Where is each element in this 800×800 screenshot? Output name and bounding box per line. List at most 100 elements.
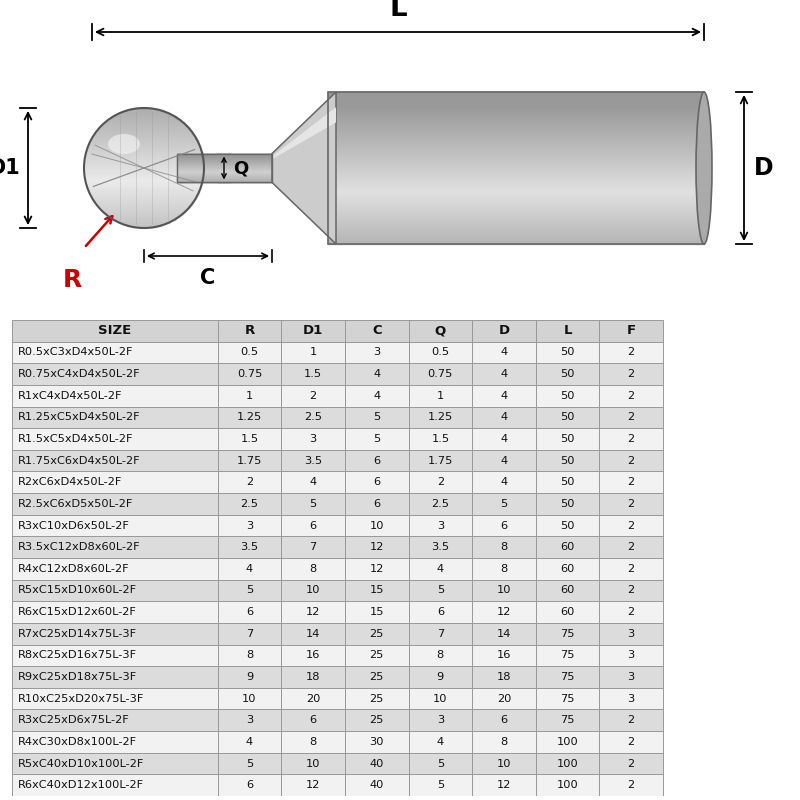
Text: 5: 5: [373, 412, 380, 422]
Text: 25: 25: [370, 629, 384, 638]
Text: 25: 25: [370, 650, 384, 660]
Text: R7xC25xD14x75L-3F: R7xC25xD14x75L-3F: [18, 629, 138, 638]
FancyBboxPatch shape: [599, 493, 663, 514]
Text: 40: 40: [370, 780, 384, 790]
Text: 25: 25: [370, 694, 384, 704]
FancyBboxPatch shape: [282, 623, 345, 645]
Text: R4xC30xD8x100L-2F: R4xC30xD8x100L-2F: [18, 737, 138, 747]
FancyBboxPatch shape: [472, 580, 536, 602]
FancyBboxPatch shape: [536, 363, 599, 385]
Text: 1.5: 1.5: [431, 434, 450, 444]
Text: 4: 4: [246, 564, 253, 574]
Text: 10: 10: [306, 586, 320, 595]
Text: 2: 2: [628, 564, 635, 574]
FancyBboxPatch shape: [599, 320, 663, 342]
FancyBboxPatch shape: [536, 558, 599, 580]
FancyBboxPatch shape: [536, 623, 599, 645]
Text: 3: 3: [310, 434, 317, 444]
Text: 50: 50: [560, 347, 575, 358]
FancyBboxPatch shape: [599, 753, 663, 774]
FancyBboxPatch shape: [218, 580, 282, 602]
Text: 2: 2: [628, 434, 635, 444]
Text: 6: 6: [501, 715, 507, 726]
Text: R2.5xC6xD5x50L-2F: R2.5xC6xD5x50L-2F: [18, 499, 134, 509]
Text: R10xC25xD20x75L-3F: R10xC25xD20x75L-3F: [18, 694, 145, 704]
Text: 60: 60: [561, 607, 575, 617]
FancyBboxPatch shape: [345, 450, 409, 471]
Text: 8: 8: [500, 564, 508, 574]
Text: 8: 8: [310, 737, 317, 747]
FancyBboxPatch shape: [599, 623, 663, 645]
FancyBboxPatch shape: [345, 385, 409, 406]
FancyBboxPatch shape: [12, 385, 218, 406]
FancyBboxPatch shape: [282, 666, 345, 688]
FancyBboxPatch shape: [409, 342, 472, 363]
Bar: [177, 154, 272, 182]
FancyBboxPatch shape: [12, 363, 218, 385]
Text: R: R: [62, 268, 82, 292]
Text: R1.25xC5xD4x50L-2F: R1.25xC5xD4x50L-2F: [18, 412, 141, 422]
Text: R4xC12xD8x60L-2F: R4xC12xD8x60L-2F: [18, 564, 130, 574]
FancyBboxPatch shape: [12, 514, 218, 536]
Text: R3xC25xD6x75L-2F: R3xC25xD6x75L-2F: [18, 715, 130, 726]
FancyBboxPatch shape: [282, 428, 345, 450]
FancyBboxPatch shape: [218, 666, 282, 688]
Text: 4: 4: [310, 478, 317, 487]
FancyBboxPatch shape: [12, 753, 218, 774]
Polygon shape: [272, 107, 336, 159]
FancyBboxPatch shape: [472, 536, 536, 558]
Text: 6: 6: [373, 478, 380, 487]
FancyBboxPatch shape: [536, 493, 599, 514]
Text: 2: 2: [628, 412, 635, 422]
FancyBboxPatch shape: [599, 450, 663, 471]
FancyBboxPatch shape: [472, 774, 536, 796]
Text: C: C: [200, 268, 216, 288]
Text: 4: 4: [246, 737, 253, 747]
FancyBboxPatch shape: [472, 320, 536, 342]
FancyBboxPatch shape: [218, 342, 282, 363]
FancyBboxPatch shape: [409, 385, 472, 406]
Text: R3.5xC12xD8x60L-2F: R3.5xC12xD8x60L-2F: [18, 542, 141, 552]
Text: 25: 25: [370, 715, 384, 726]
FancyBboxPatch shape: [536, 450, 599, 471]
FancyBboxPatch shape: [282, 602, 345, 623]
Text: 75: 75: [560, 672, 575, 682]
FancyBboxPatch shape: [409, 471, 472, 493]
FancyBboxPatch shape: [218, 514, 282, 536]
FancyBboxPatch shape: [599, 363, 663, 385]
FancyBboxPatch shape: [218, 602, 282, 623]
Text: C: C: [372, 324, 382, 338]
Text: 50: 50: [560, 412, 575, 422]
FancyBboxPatch shape: [472, 645, 536, 666]
FancyBboxPatch shape: [472, 688, 536, 710]
Text: 3: 3: [437, 715, 444, 726]
Text: 5: 5: [373, 434, 380, 444]
Text: 12: 12: [306, 780, 320, 790]
Text: 50: 50: [560, 390, 575, 401]
Text: 30: 30: [370, 737, 384, 747]
Text: 3: 3: [437, 521, 444, 530]
FancyBboxPatch shape: [472, 666, 536, 688]
Text: R1xC4xD4x50L-2F: R1xC4xD4x50L-2F: [18, 390, 122, 401]
Text: D: D: [754, 156, 774, 180]
FancyBboxPatch shape: [282, 320, 345, 342]
FancyBboxPatch shape: [409, 514, 472, 536]
Text: Q: Q: [234, 159, 249, 177]
Text: 50: 50: [560, 499, 575, 509]
FancyBboxPatch shape: [12, 774, 218, 796]
Text: 10: 10: [497, 586, 511, 595]
FancyBboxPatch shape: [599, 406, 663, 428]
Text: 20: 20: [497, 694, 511, 704]
FancyBboxPatch shape: [218, 493, 282, 514]
Text: D1: D1: [303, 324, 323, 338]
Text: 2: 2: [628, 347, 635, 358]
Text: 2: 2: [628, 758, 635, 769]
Text: 1: 1: [246, 390, 253, 401]
FancyBboxPatch shape: [472, 493, 536, 514]
Text: 2: 2: [628, 737, 635, 747]
FancyBboxPatch shape: [536, 602, 599, 623]
FancyBboxPatch shape: [282, 450, 345, 471]
Text: 5: 5: [310, 499, 317, 509]
FancyBboxPatch shape: [218, 774, 282, 796]
Text: R2xC6xD4x50L-2F: R2xC6xD4x50L-2F: [18, 478, 122, 487]
